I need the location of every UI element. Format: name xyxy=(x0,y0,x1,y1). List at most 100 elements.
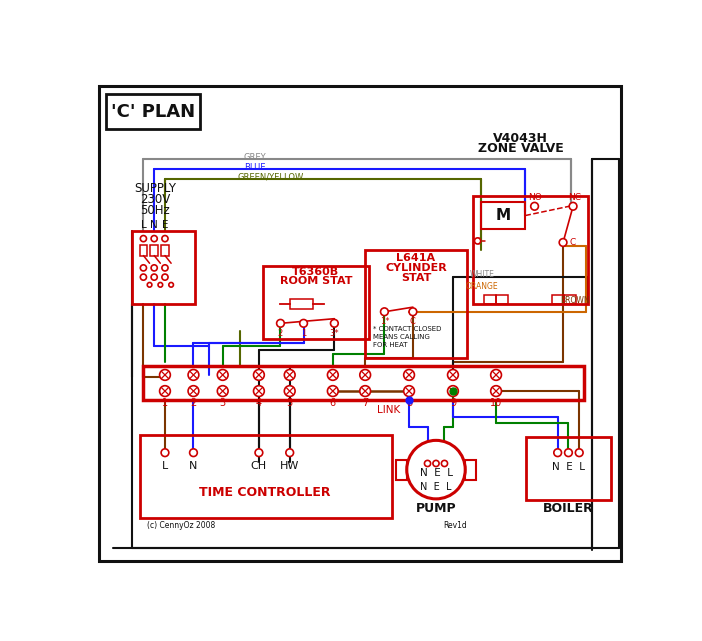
Text: FOR HEAT: FOR HEAT xyxy=(373,342,407,348)
Circle shape xyxy=(253,386,264,397)
Circle shape xyxy=(331,319,338,327)
Circle shape xyxy=(158,283,163,287)
Text: 1*: 1* xyxy=(380,317,389,326)
Text: BOILER: BOILER xyxy=(543,502,594,515)
Text: GREEN/YELLOW: GREEN/YELLOW xyxy=(237,172,303,181)
Text: N  E  L: N E L xyxy=(552,462,585,472)
Circle shape xyxy=(161,449,168,456)
Text: 9: 9 xyxy=(450,397,456,408)
Circle shape xyxy=(531,203,538,210)
Text: Rev1d: Rev1d xyxy=(444,521,468,530)
Text: 3*: 3* xyxy=(329,329,339,338)
Circle shape xyxy=(425,460,430,467)
Text: (c) CennyOz 2008: (c) CennyOz 2008 xyxy=(147,521,216,530)
Text: L641A: L641A xyxy=(397,253,435,263)
Circle shape xyxy=(576,449,583,456)
Text: 5: 5 xyxy=(286,397,293,408)
Circle shape xyxy=(491,369,501,380)
Circle shape xyxy=(442,460,448,467)
Text: C: C xyxy=(410,317,416,326)
Circle shape xyxy=(253,369,264,380)
Circle shape xyxy=(284,369,295,380)
Text: 2: 2 xyxy=(278,329,283,338)
Text: 3: 3 xyxy=(220,397,226,408)
Text: TIME CONTROLLER: TIME CONTROLLER xyxy=(199,487,331,499)
Circle shape xyxy=(448,369,458,380)
Text: ROOM STAT: ROOM STAT xyxy=(279,276,352,286)
Circle shape xyxy=(188,369,199,380)
Circle shape xyxy=(162,235,168,242)
Circle shape xyxy=(448,386,458,397)
Circle shape xyxy=(406,440,465,499)
Circle shape xyxy=(404,386,414,397)
Text: * CONTACT CLOSED: * CONTACT CLOSED xyxy=(373,326,442,333)
Circle shape xyxy=(409,308,417,315)
Text: 1: 1 xyxy=(301,329,306,338)
Text: STAT: STAT xyxy=(401,273,431,283)
Circle shape xyxy=(433,460,439,467)
Circle shape xyxy=(218,369,228,380)
Text: BLUE: BLUE xyxy=(244,163,266,172)
Circle shape xyxy=(404,369,414,380)
Text: L: L xyxy=(140,220,146,229)
Text: 'C' PLAN: 'C' PLAN xyxy=(112,103,195,121)
Circle shape xyxy=(140,265,147,271)
Text: CH: CH xyxy=(251,461,267,470)
Circle shape xyxy=(218,386,228,397)
Text: WHITE: WHITE xyxy=(470,271,495,279)
Text: MEANS CALLING: MEANS CALLING xyxy=(373,334,430,340)
Circle shape xyxy=(475,238,481,244)
Text: C: C xyxy=(570,238,576,247)
Circle shape xyxy=(190,449,197,456)
Text: E: E xyxy=(161,220,168,229)
Circle shape xyxy=(380,308,388,315)
Circle shape xyxy=(286,449,293,456)
Text: 1: 1 xyxy=(162,397,168,408)
Text: V4043H: V4043H xyxy=(494,132,548,145)
Circle shape xyxy=(327,369,338,380)
Text: ORANGE: ORANGE xyxy=(466,282,498,291)
Circle shape xyxy=(564,449,572,456)
Text: BROWN: BROWN xyxy=(561,296,590,304)
Circle shape xyxy=(159,369,171,380)
Text: T6360B: T6360B xyxy=(292,267,340,277)
Text: HW: HW xyxy=(280,461,299,470)
Circle shape xyxy=(162,265,168,271)
Circle shape xyxy=(360,369,371,380)
Circle shape xyxy=(255,449,263,456)
Text: NC: NC xyxy=(568,192,581,201)
Text: N: N xyxy=(150,220,158,229)
Text: N  E  L: N E L xyxy=(420,469,453,478)
Circle shape xyxy=(360,386,371,397)
Circle shape xyxy=(559,238,567,246)
Circle shape xyxy=(188,386,199,397)
Text: 7: 7 xyxy=(362,397,369,408)
Text: CYLINDER: CYLINDER xyxy=(385,263,447,273)
Circle shape xyxy=(491,386,501,397)
Circle shape xyxy=(151,235,157,242)
Circle shape xyxy=(300,319,307,327)
Text: M: M xyxy=(496,208,510,223)
Text: LINK: LINK xyxy=(377,405,400,415)
Circle shape xyxy=(140,235,147,242)
Text: 230V: 230V xyxy=(140,193,170,206)
Text: 8: 8 xyxy=(406,397,412,408)
Text: 4: 4 xyxy=(256,397,262,408)
Text: L: L xyxy=(162,461,168,470)
Text: SUPPLY: SUPPLY xyxy=(134,182,176,195)
Circle shape xyxy=(147,283,152,287)
Circle shape xyxy=(554,449,562,456)
Text: 10: 10 xyxy=(490,397,502,408)
Circle shape xyxy=(151,265,157,271)
Text: 6: 6 xyxy=(330,397,336,408)
Text: PUMP: PUMP xyxy=(416,502,456,515)
Circle shape xyxy=(168,283,173,287)
Circle shape xyxy=(277,319,284,327)
Circle shape xyxy=(284,386,295,397)
Circle shape xyxy=(159,386,171,397)
Circle shape xyxy=(569,203,577,210)
Text: N  E  L: N E L xyxy=(420,481,452,492)
Text: N: N xyxy=(190,461,198,470)
Text: 50Hz: 50Hz xyxy=(140,204,170,217)
Text: NO: NO xyxy=(528,192,541,201)
